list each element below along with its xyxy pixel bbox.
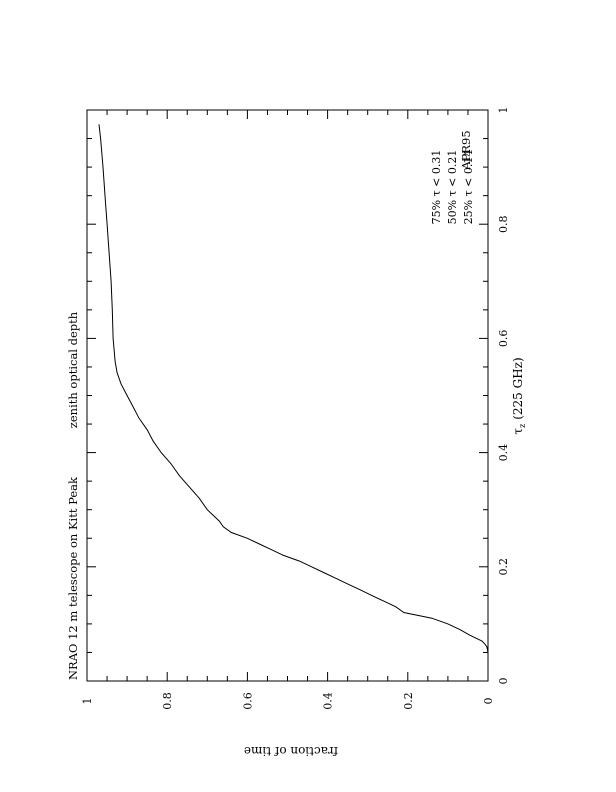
fraction-tick-label: 1: [81, 698, 94, 705]
fraction-tick-label: 0.6: [241, 692, 254, 710]
tau-axis-unit: (225 GHz): [511, 357, 525, 419]
fraction-tick-label: 0.8: [161, 692, 174, 710]
tau-tick-label: 0: [497, 678, 510, 685]
tau-tick-label: 0.6: [497, 330, 510, 348]
percentile-note: 50% τ < 0.21: [446, 150, 459, 225]
percentile-note: 75% τ < 0.31: [430, 150, 443, 225]
tau-axis-subscript: z: [518, 424, 527, 428]
cumulative-fraction-line: [98, 124, 489, 681]
chart-title: NRAO 12 m telescope on Kitt Peak: [66, 476, 80, 680]
date-tag: APR95: [459, 130, 473, 170]
fraction-tick-label: 0.4: [322, 692, 335, 710]
axis-ticks: [86, 109, 489, 682]
tau-tick-label: 0.2: [497, 558, 510, 576]
tau-axis-title: τz (225 GHz): [511, 357, 527, 434]
percentile-annotations: 75% τ < 0.31 50% τ < 0.21 25% τ < 0.14: [430, 150, 475, 225]
tau-tick-label: 1: [497, 107, 510, 114]
fraction-tick-label: 0.2: [402, 692, 415, 710]
tau-tick-label: 0.4: [497, 444, 510, 462]
tau-tick-label: 0.8: [497, 215, 510, 233]
tau-axis-symbol: τ: [511, 428, 525, 435]
percentile-note: 25% τ < 0.14: [462, 150, 475, 225]
axis-tick-labels: 0 0.2 0.4 0.6 0.8 1 0 0.2 0.4 0.6 0.8 1: [81, 107, 510, 710]
fraction-axis-title: fraction of time: [244, 744, 338, 758]
chart-subtitle: zenith optical depth: [66, 311, 80, 428]
plot-frame: [86, 109, 489, 682]
fraction-tick-label: 0: [482, 698, 495, 705]
